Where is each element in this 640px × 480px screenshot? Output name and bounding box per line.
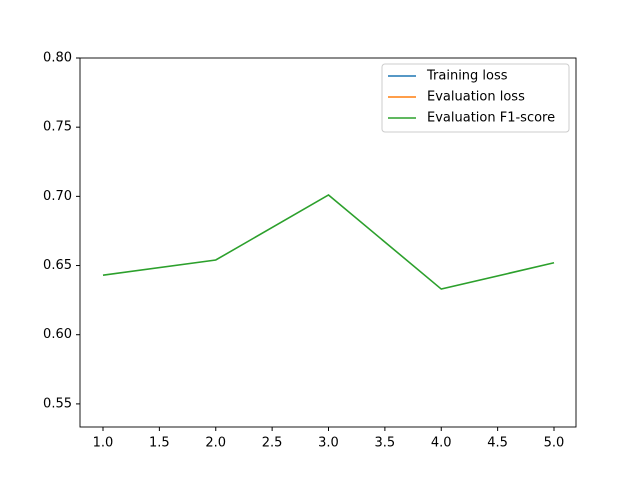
y-tick-label: 0.75 (43, 120, 72, 135)
x-tick-label: 3.5 (375, 436, 396, 451)
x-tick-label: 4.0 (431, 436, 452, 451)
x-tick-label: 5.0 (544, 436, 565, 451)
x-tick-label: 2.5 (262, 436, 283, 451)
y-tick-label: 0.60 (43, 327, 72, 342)
series-line (102, 194, 555, 290)
x-tick-label: 2.0 (205, 436, 226, 451)
x-tick-label: 3.0 (318, 436, 339, 451)
x-tick-label: 1.0 (93, 436, 114, 451)
x-tick-label: 4.5 (487, 436, 508, 451)
legend-label: Evaluation loss (427, 90, 525, 105)
y-tick-label: 0.55 (43, 396, 72, 411)
y-tick-label: 0.80 (43, 51, 72, 66)
legend-label: Training loss (426, 69, 508, 84)
y-tick-label: 0.70 (43, 189, 72, 204)
x-tick-label: 1.5 (149, 436, 170, 451)
y-tick-label: 0.65 (43, 258, 72, 273)
legend-label: Evaluation F1-score (427, 111, 555, 126)
plot-frame (79, 57, 577, 428)
legend-box (381, 63, 570, 133)
